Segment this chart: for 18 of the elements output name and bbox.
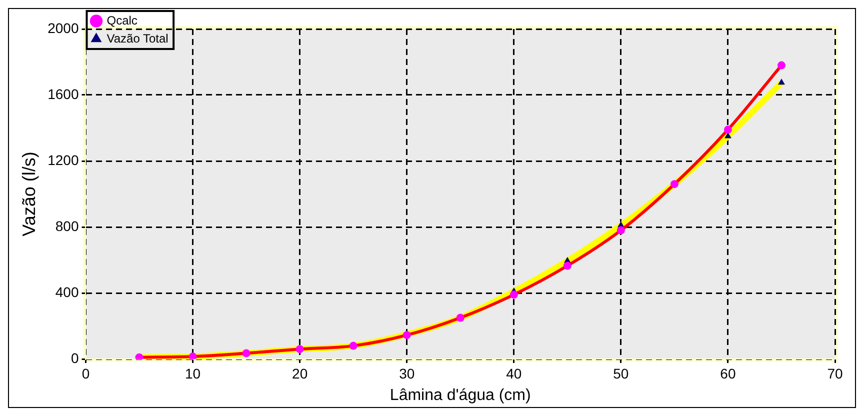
legend-label: Vazão Total	[106, 31, 168, 46]
x-tick-label: 0	[82, 365, 90, 382]
x-tick-label: 40	[506, 365, 522, 382]
x-tick-label: 70	[827, 365, 843, 382]
x-tick-label: 50	[613, 365, 629, 382]
legend-label: Qcalc	[106, 13, 138, 28]
y-tick-label: 400	[55, 284, 79, 300]
x-axis-title: Lâmina d'água (cm)	[390, 386, 531, 404]
x-tick-label: 20	[292, 365, 308, 382]
x-tick-label: 30	[399, 365, 415, 382]
x-tick-label: 60	[720, 365, 736, 382]
y-tick-label: 1600	[48, 86, 79, 102]
y-tick-label: 2000	[48, 20, 79, 36]
x-tick-label: 10	[184, 365, 201, 382]
y-tick-label: 1200	[48, 152, 79, 168]
y-tick-label: 800	[55, 218, 79, 234]
y-axis-title: Vazão (l/s)	[18, 152, 39, 236]
y-tick-label: 0	[70, 350, 79, 366]
